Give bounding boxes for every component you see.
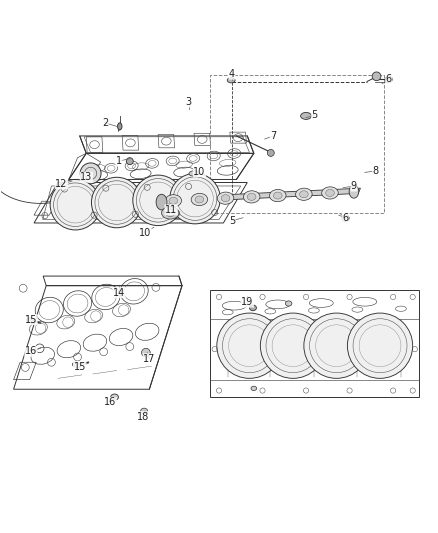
Text: 2: 2 bbox=[102, 118, 108, 128]
Text: 10: 10 bbox=[139, 228, 151, 238]
Text: 16: 16 bbox=[25, 346, 37, 357]
Text: 13: 13 bbox=[80, 172, 92, 182]
Ellipse shape bbox=[250, 305, 256, 311]
Ellipse shape bbox=[227, 78, 235, 83]
Text: 16: 16 bbox=[104, 397, 117, 407]
Circle shape bbox=[50, 180, 101, 230]
Circle shape bbox=[217, 313, 282, 378]
Ellipse shape bbox=[141, 408, 148, 414]
Text: 15: 15 bbox=[74, 361, 86, 372]
Text: 3: 3 bbox=[185, 97, 191, 107]
Ellipse shape bbox=[325, 189, 334, 197]
Text: 12: 12 bbox=[55, 179, 67, 189]
Ellipse shape bbox=[111, 394, 118, 400]
Circle shape bbox=[133, 175, 184, 225]
Text: 5: 5 bbox=[229, 216, 235, 226]
Ellipse shape bbox=[162, 207, 179, 219]
Text: 9: 9 bbox=[351, 181, 357, 191]
Ellipse shape bbox=[195, 196, 204, 203]
Circle shape bbox=[170, 173, 220, 224]
Circle shape bbox=[304, 313, 369, 378]
Circle shape bbox=[260, 313, 325, 378]
Text: 7: 7 bbox=[270, 131, 276, 141]
Ellipse shape bbox=[189, 171, 198, 176]
Text: 11: 11 bbox=[165, 205, 177, 215]
Circle shape bbox=[267, 149, 274, 156]
Circle shape bbox=[141, 349, 150, 357]
Ellipse shape bbox=[217, 192, 234, 204]
Ellipse shape bbox=[191, 193, 208, 206]
Polygon shape bbox=[154, 188, 360, 204]
Ellipse shape bbox=[296, 188, 312, 200]
Ellipse shape bbox=[221, 195, 230, 201]
Ellipse shape bbox=[251, 386, 257, 391]
Ellipse shape bbox=[247, 193, 256, 200]
Ellipse shape bbox=[244, 191, 260, 203]
Ellipse shape bbox=[169, 197, 178, 204]
Ellipse shape bbox=[165, 195, 182, 207]
Circle shape bbox=[342, 215, 349, 222]
Ellipse shape bbox=[273, 192, 282, 199]
Text: 1: 1 bbox=[116, 156, 122, 166]
Text: 8: 8 bbox=[373, 166, 379, 176]
Text: 4: 4 bbox=[229, 69, 235, 79]
Polygon shape bbox=[154, 206, 188, 220]
Text: 6: 6 bbox=[342, 213, 348, 223]
Text: 10: 10 bbox=[193, 167, 205, 176]
Text: 5: 5 bbox=[311, 110, 318, 120]
Circle shape bbox=[347, 313, 413, 378]
Ellipse shape bbox=[72, 362, 81, 368]
Circle shape bbox=[92, 177, 142, 228]
Text: 18: 18 bbox=[137, 411, 149, 422]
Text: 15: 15 bbox=[25, 314, 37, 325]
Circle shape bbox=[385, 76, 392, 83]
Ellipse shape bbox=[117, 123, 122, 130]
Ellipse shape bbox=[349, 185, 359, 198]
Circle shape bbox=[372, 72, 381, 80]
Ellipse shape bbox=[269, 189, 286, 201]
Text: 6: 6 bbox=[386, 75, 392, 84]
Text: 19: 19 bbox=[241, 297, 254, 307]
Ellipse shape bbox=[27, 318, 35, 323]
Text: 17: 17 bbox=[143, 354, 155, 364]
Circle shape bbox=[80, 163, 101, 184]
Ellipse shape bbox=[300, 191, 308, 198]
Ellipse shape bbox=[156, 194, 167, 210]
Ellipse shape bbox=[322, 187, 338, 199]
Ellipse shape bbox=[286, 301, 292, 306]
Ellipse shape bbox=[300, 112, 311, 119]
Circle shape bbox=[126, 158, 133, 165]
Text: 14: 14 bbox=[113, 288, 125, 297]
